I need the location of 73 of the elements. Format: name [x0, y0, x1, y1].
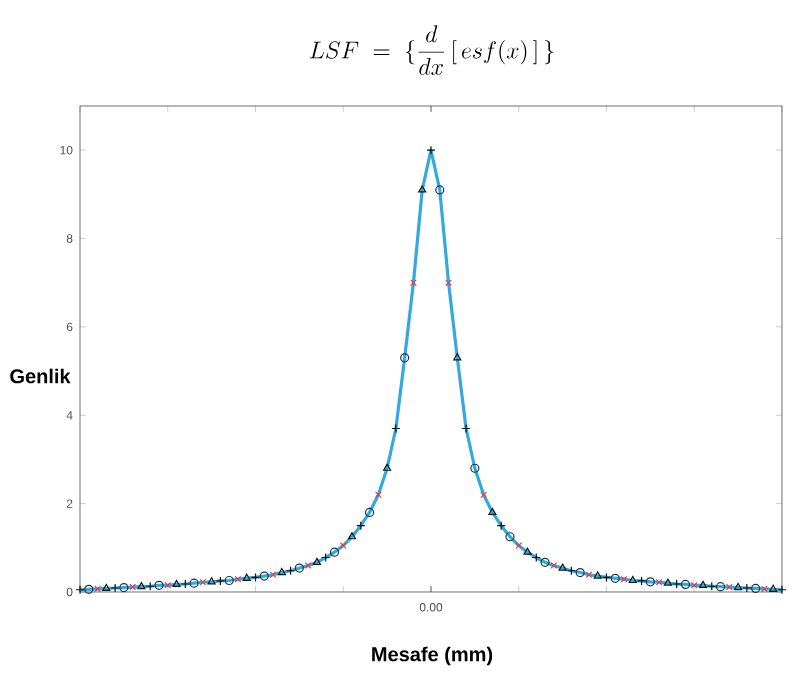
x-axis-title: Mesafe (mm): [372, 646, 493, 666]
point: [540, 557, 550, 567]
point: [690, 581, 698, 589]
point: [550, 562, 558, 569]
point: [269, 571, 277, 579]
point: [734, 582, 743, 591]
point: [164, 581, 172, 589]
point: [470, 463, 480, 473]
point: [129, 583, 137, 591]
point: [505, 532, 515, 542]
point: [259, 571, 269, 581]
point: [224, 575, 234, 586]
point: [410, 279, 417, 287]
point: [75, 585, 85, 595]
point: [207, 577, 216, 585]
y-axis-title: Genlik: [10, 368, 71, 384]
point: [742, 583, 752, 593]
point: [453, 353, 462, 361]
point: [461, 423, 471, 434]
point: [339, 542, 347, 550]
point: [558, 563, 567, 571]
point: [137, 582, 146, 590]
point: [655, 578, 663, 586]
point: [593, 571, 602, 579]
point: [329, 547, 340, 557]
point: [760, 585, 768, 593]
point: [364, 507, 375, 518]
point: [575, 567, 585, 578]
point: [620, 575, 628, 583]
point: [663, 578, 672, 586]
point: [383, 463, 392, 471]
point: [154, 580, 164, 590]
point: [347, 532, 357, 540]
point: [110, 583, 120, 593]
point: [172, 579, 181, 588]
point: [199, 578, 207, 586]
point: [672, 579, 682, 589]
point: [725, 583, 733, 591]
point: [242, 573, 251, 581]
point: [215, 576, 226, 586]
point: [515, 542, 523, 550]
point: [391, 423, 401, 434]
point: [585, 571, 593, 579]
point: [180, 579, 190, 589]
point: [628, 575, 637, 584]
point: [636, 576, 647, 586]
point: [277, 567, 286, 576]
point: [645, 577, 655, 587]
point: [374, 491, 382, 499]
point: [102, 583, 111, 592]
point: [698, 580, 708, 588]
point: [523, 547, 532, 555]
point: [189, 578, 199, 588]
point: [777, 585, 787, 595]
point: [715, 582, 726, 592]
point: [294, 563, 304, 573]
point: [119, 582, 129, 593]
chart-title: $LSF \;=\; \{\frac{d}{dx}\,[\,esf(x)\,]\,\}$: [309, 25, 554, 75]
point: [400, 353, 410, 363]
point: [751, 583, 761, 594]
point: [435, 185, 445, 195]
point: [610, 573, 620, 583]
point: [304, 562, 312, 569]
point: [84, 584, 94, 594]
point: [680, 579, 691, 590]
point: [480, 491, 488, 499]
point: [418, 185, 427, 193]
point: [488, 507, 497, 516]
point: [234, 575, 242, 583]
point: [94, 585, 101, 593]
point: [769, 584, 778, 592]
point: [445, 279, 452, 287]
point: [426, 145, 436, 155]
